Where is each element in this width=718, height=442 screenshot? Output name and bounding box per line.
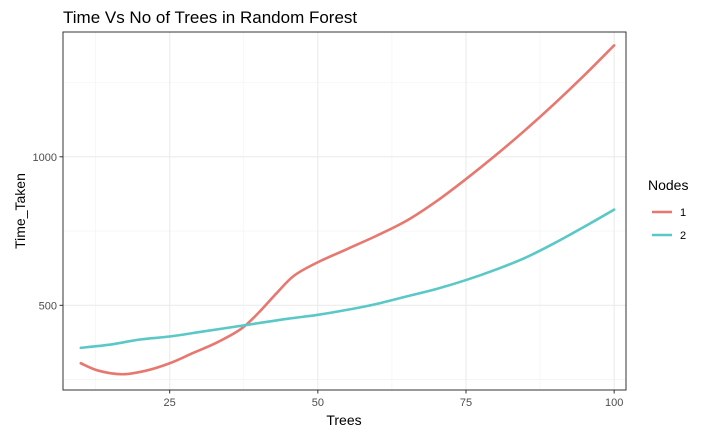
- x-tick-label: 50: [312, 397, 324, 409]
- legend-title: Nodes: [648, 177, 688, 193]
- legend-label-2: 2: [680, 230, 686, 242]
- grid-lines: [63, 32, 626, 390]
- x-tick-label: 25: [164, 397, 176, 409]
- x-tick-label: 100: [605, 397, 623, 409]
- legend-label-1: 1: [680, 207, 686, 219]
- series-lines: [79, 44, 616, 376]
- legend: Nodes 1 2: [648, 177, 688, 242]
- x-axis-title: Trees: [326, 412, 361, 428]
- series-line-nodes-2: [79, 208, 616, 350]
- y-axis-title: Time_Taken: [12, 173, 28, 249]
- y-tick-label: 500: [39, 300, 57, 312]
- x-axis-ticks: 25 50 75 100: [164, 390, 623, 409]
- chart-title-group: Time Vs No of Trees in Random Forest: [63, 8, 357, 27]
- series-line-nodes-1: [79, 44, 616, 376]
- x-tick-label: 75: [460, 397, 472, 409]
- plot-panel-border: [62, 31, 627, 391]
- chart-title: Time Vs No of Trees in Random Forest: [63, 8, 357, 27]
- y-axis-ticks: 500 1000: [33, 152, 63, 312]
- y-tick-label: 1000: [33, 152, 57, 164]
